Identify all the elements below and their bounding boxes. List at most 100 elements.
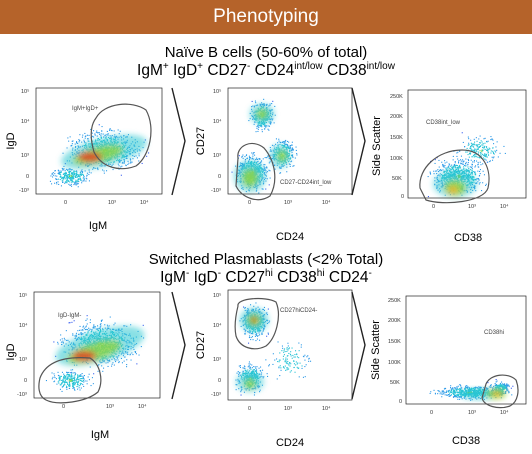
event-dot [61, 338, 63, 340]
event-dot [486, 141, 488, 143]
event-dot [261, 129, 263, 131]
event-dot [51, 378, 53, 380]
event-dot [278, 140, 280, 142]
event-dot [269, 122, 271, 124]
event-dot [291, 147, 293, 149]
event-dot [88, 180, 90, 182]
event-dot [62, 386, 64, 388]
event-dot [489, 161, 491, 163]
event-dot [261, 333, 263, 335]
event-dot [74, 170, 76, 172]
event-dot [103, 367, 105, 369]
event-dot [66, 175, 68, 177]
event-dot [480, 142, 482, 144]
event-dot [289, 147, 291, 149]
event-dot [72, 180, 74, 182]
event-dot [479, 170, 481, 172]
event-dot [261, 332, 263, 334]
event-dot [108, 325, 110, 327]
event-dot [251, 100, 253, 102]
event-dot [77, 385, 79, 387]
event-dot [72, 377, 74, 379]
event-dot [269, 147, 271, 149]
event-dot [64, 378, 66, 380]
event-dot [468, 167, 470, 169]
event-dot [483, 157, 485, 159]
event-dot [469, 166, 471, 168]
event-dot [239, 320, 241, 322]
event-dot [488, 149, 490, 151]
event-dot [83, 180, 85, 182]
event-dot [471, 169, 473, 171]
event-dot [74, 337, 76, 339]
event-dot [263, 98, 265, 100]
event-dot [60, 379, 62, 381]
event-dot [111, 130, 113, 132]
event-dot [77, 180, 79, 182]
event-dot [127, 160, 129, 162]
event-dot [252, 339, 254, 341]
event-dot [486, 148, 488, 150]
event-dot [83, 179, 85, 181]
event-dot [67, 373, 69, 375]
event-dot [477, 151, 479, 153]
event-dot [109, 129, 111, 131]
event-dot [266, 166, 268, 168]
event-dot [458, 161, 460, 163]
event-dot [467, 136, 469, 138]
event-dot [268, 322, 270, 324]
event-dot [66, 379, 68, 381]
event-dot [481, 149, 483, 151]
event-dot [479, 150, 481, 152]
event-dot [265, 180, 267, 182]
plot-cd38-ssc-naive: CD38int_low 250K 200K 150K 100K 50K 0 0 … [371, 89, 527, 244]
event-dot [78, 387, 80, 389]
event-dot [106, 324, 108, 326]
event-dot [260, 330, 262, 332]
event-dot [244, 307, 246, 309]
event-dot [71, 379, 73, 381]
event-dot [67, 339, 69, 341]
event-dot [115, 361, 117, 363]
gate-polygon [38, 357, 102, 404]
event-dot [135, 155, 137, 157]
event-dot [70, 380, 72, 382]
event-dot [446, 169, 448, 171]
event-dot [460, 169, 462, 171]
event-dot [267, 125, 269, 127]
event-dot [68, 385, 70, 387]
event-dot [482, 147, 484, 149]
event-dot [57, 181, 59, 183]
event-dot [250, 333, 252, 335]
event-dot [462, 160, 464, 162]
event-dot [457, 151, 459, 153]
event-dot [486, 146, 488, 148]
event-dot [62, 380, 64, 382]
event-dot [270, 121, 272, 123]
event-dot [482, 182, 484, 184]
event-dot [65, 172, 67, 174]
event-dot [65, 180, 67, 182]
event-dot [72, 176, 74, 178]
event-dot [91, 132, 93, 134]
gate-label: CD38int_low [426, 120, 461, 126]
event-dot [69, 173, 71, 175]
event-dot [273, 145, 275, 147]
event-dot [74, 383, 76, 385]
event-dot [69, 382, 71, 384]
event-dot [138, 354, 140, 356]
event-dot [475, 165, 477, 167]
event-dot [244, 333, 246, 335]
event-dot [70, 374, 72, 376]
event-dot [470, 142, 472, 144]
event-dot [256, 126, 258, 128]
event-dot [138, 153, 140, 155]
event-dot [68, 381, 70, 383]
event-dot [468, 142, 470, 144]
event-dot [80, 171, 82, 173]
event-dot [62, 177, 64, 179]
event-dot [265, 172, 267, 174]
event-dot [96, 130, 98, 132]
x-ticks: 0 10³ 10⁴ [432, 203, 509, 210]
event-dot [80, 329, 82, 331]
